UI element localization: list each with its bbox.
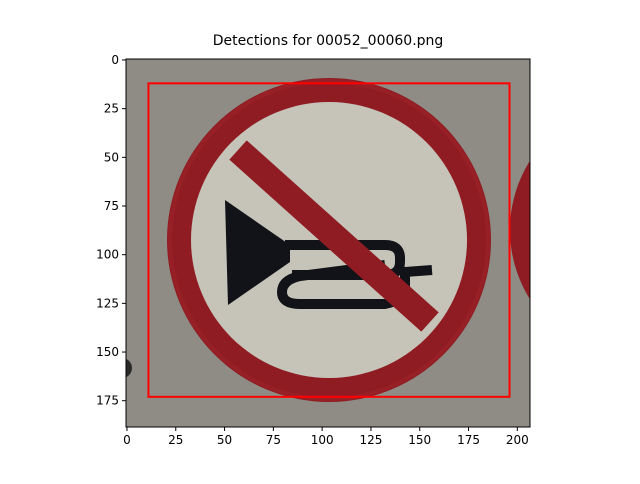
y-tick-label: 100 <box>96 248 119 262</box>
axes-frame <box>125 58 531 428</box>
x-tick-label: 200 <box>506 433 529 447</box>
x-tick-label: 75 <box>266 433 281 447</box>
x-tick-label: 125 <box>359 433 382 447</box>
x-tick-label: 0 <box>123 433 131 447</box>
y-tick-label: 25 <box>104 102 119 116</box>
x-tick-label: 150 <box>408 433 431 447</box>
detection-box <box>147 82 511 398</box>
y-tick-label: 150 <box>96 345 119 359</box>
image <box>126 59 530 427</box>
x-tick-label: 50 <box>217 433 232 447</box>
x-tick-label: 100 <box>311 433 334 447</box>
y-tick-label: 175 <box>96 394 119 408</box>
y-tick-label: 0 <box>111 53 119 67</box>
y-tick-label: 50 <box>104 150 119 164</box>
x-tick-label: 175 <box>457 433 480 447</box>
chart-title: Detections for 00052_00060.png <box>213 33 444 49</box>
y-tick-label: 125 <box>96 296 119 310</box>
x-tick-label: 25 <box>168 433 183 447</box>
y-tick-label: 75 <box>104 199 119 213</box>
